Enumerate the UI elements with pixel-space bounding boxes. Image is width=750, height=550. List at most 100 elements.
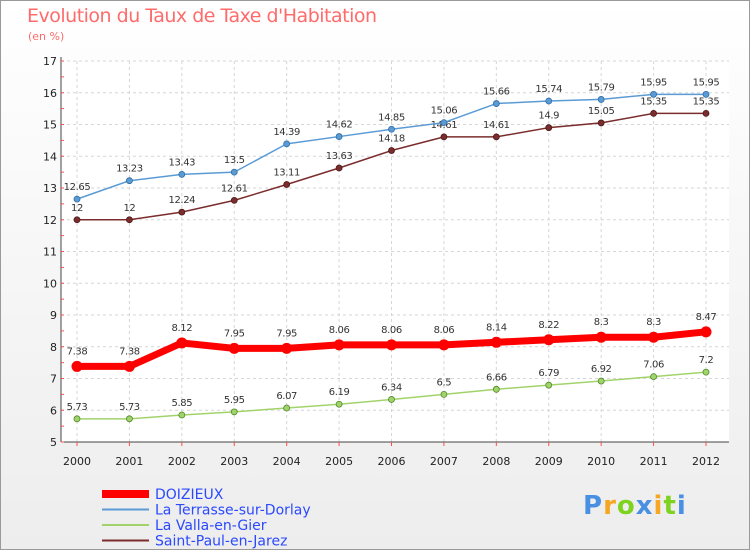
series-point-2 (126, 415, 133, 423)
series-point-2 (230, 408, 238, 416)
data-label-2: 6.5 (437, 377, 452, 388)
series-point-1 (126, 177, 133, 185)
series-point-1 (283, 140, 291, 148)
series-point-2 (702, 368, 710, 376)
legend-label-1: La Terrasse-sur-Dorlay (155, 503, 311, 519)
series-point-0 (123, 360, 135, 372)
data-label-3: 12 (71, 203, 83, 214)
data-label-3: 14.9 (538, 111, 559, 122)
x-tick-label: 2001 (115, 455, 143, 468)
data-label-2: 6.92 (591, 364, 612, 375)
legend-label-0: DOIZIEUX (155, 487, 224, 503)
y-tick-label: 5 (50, 436, 57, 449)
plot-area (61, 61, 729, 442)
data-label-1: 15.06 (431, 106, 458, 117)
data-label-3: 14.18 (378, 134, 405, 145)
data-label-1: 15.95 (640, 77, 667, 88)
series-point-0 (386, 339, 397, 351)
data-label-1: 15.74 (535, 84, 562, 95)
series-point-3 (702, 109, 710, 117)
data-label-2: 6.79 (538, 368, 559, 379)
data-label-2: 5.85 (171, 398, 192, 409)
data-label-0: 8.3 (594, 317, 609, 328)
data-label-0: 8.14 (486, 322, 507, 333)
series-point-3 (440, 133, 448, 141)
data-label-3: 15.35 (640, 96, 667, 107)
data-label-2: 5.73 (119, 402, 140, 413)
series-point-2 (597, 377, 605, 385)
series-point-3 (545, 124, 553, 132)
x-tick-label: 2005 (325, 455, 353, 468)
x-tick-label: 2004 (273, 455, 301, 468)
x-tick-label: 2010 (587, 455, 615, 468)
series-point-0 (176, 337, 188, 349)
legend-label-3: Saint-Paul-en-Jarez (155, 534, 287, 550)
data-label-3: 15.35 (693, 96, 720, 107)
series-point-0 (490, 336, 502, 348)
series-point-3 (650, 109, 657, 117)
x-tick-label: 2009 (535, 455, 563, 468)
y-tick-label: 15 (43, 119, 57, 132)
data-label-0: 7.38 (67, 346, 88, 357)
logo-letter: t (663, 491, 677, 521)
x-tick-label: 2002 (168, 455, 196, 468)
series-point-2 (492, 385, 500, 393)
data-label-2: 6.07 (276, 391, 297, 402)
series-point-1 (440, 119, 448, 126)
data-label-0: 8.12 (171, 323, 192, 334)
x-tick-label: 2012 (692, 455, 720, 468)
data-label-3: 12.61 (221, 183, 248, 194)
proxiti-logo: Proxiti (583, 491, 687, 521)
data-label-3: 12.24 (169, 195, 196, 206)
y-tick-label: 6 (50, 404, 57, 417)
data-label-1: 13.5 (224, 155, 245, 166)
legend-label-2: La Valla-en-Gier (155, 518, 267, 534)
series-point-2 (545, 381, 553, 389)
series-point-2 (440, 390, 448, 398)
data-label-1: 13.23 (116, 164, 143, 175)
series-point-0 (71, 360, 83, 372)
y-tick-label: 14 (43, 150, 57, 163)
series-point-1 (492, 100, 500, 107)
series-point-1 (335, 133, 343, 140)
x-tick-label: 2007 (430, 455, 458, 468)
data-label-2: 7.06 (643, 360, 664, 371)
series-point-0 (595, 331, 607, 343)
series-point-2 (335, 400, 343, 408)
data-label-1: 15.95 (693, 77, 720, 88)
data-label-0: 7.95 (276, 328, 297, 339)
series-point-1 (702, 90, 710, 98)
series-point-1 (650, 90, 657, 98)
y-tick-label: 8 (50, 341, 57, 354)
data-label-1: 14.85 (378, 112, 405, 123)
data-label-1: 14.39 (273, 127, 300, 138)
data-label-0: 7.95 (224, 328, 245, 339)
series-point-3 (492, 133, 500, 141)
data-label-0: 8.06 (329, 325, 350, 336)
series-point-0 (438, 339, 450, 351)
x-tick-label: 2006 (378, 455, 406, 468)
data-label-0: 8.06 (381, 325, 402, 336)
series-point-3 (73, 216, 81, 224)
chart-subtitle: (en %) (28, 30, 65, 43)
data-label-0: 8.22 (538, 320, 559, 331)
x-tick-label: 2003 (220, 455, 248, 468)
y-tick-label: 16 (43, 87, 57, 100)
data-label-2: 6.34 (381, 382, 402, 393)
data-label-1: 13.43 (169, 157, 196, 168)
logo-letter: P (583, 491, 604, 521)
data-label-1: 14.62 (326, 120, 353, 131)
x-tick-label: 2011 (640, 455, 668, 468)
y-tick-label: 7 (50, 373, 57, 386)
logo-letter: i (676, 491, 687, 521)
data-label-1: 12.65 (64, 182, 91, 193)
y-tick-label: 17 (43, 55, 57, 68)
series-point-0 (333, 339, 345, 351)
series-point-2 (650, 373, 657, 380)
data-label-3: 13.63 (326, 151, 353, 162)
data-label-0: 8.06 (434, 325, 455, 336)
y-tick-label: 10 (43, 277, 57, 290)
data-label-0: 7.38 (119, 346, 140, 357)
